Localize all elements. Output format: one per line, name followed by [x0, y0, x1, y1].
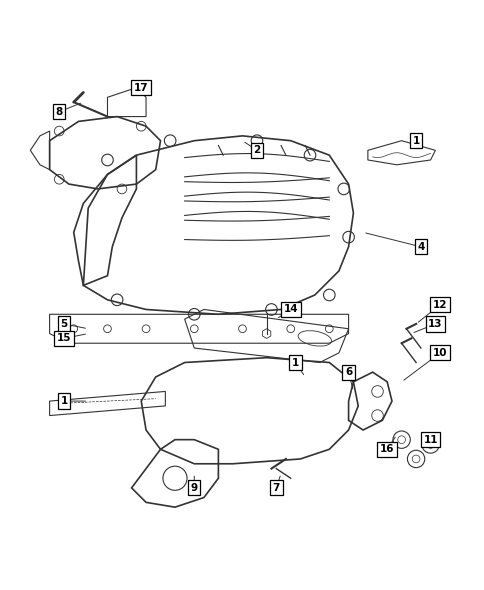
Text: 8: 8	[56, 107, 63, 117]
Text: 17: 17	[134, 83, 148, 93]
Text: 5: 5	[60, 319, 68, 329]
Text: 16: 16	[379, 444, 393, 454]
Text: 1: 1	[291, 358, 299, 368]
Text: 13: 13	[427, 319, 442, 329]
Text: 10: 10	[432, 348, 447, 358]
Text: 15: 15	[57, 333, 71, 343]
Text: 9: 9	[190, 483, 197, 493]
Text: 6: 6	[344, 367, 351, 377]
Text: 14: 14	[283, 304, 298, 314]
Text: 1: 1	[60, 396, 68, 406]
Text: 4: 4	[416, 242, 424, 252]
Text: 2: 2	[253, 145, 260, 155]
Text: 11: 11	[423, 435, 437, 445]
Text: 1: 1	[411, 136, 419, 146]
Text: 7: 7	[272, 483, 279, 493]
Text: 12: 12	[432, 300, 447, 310]
